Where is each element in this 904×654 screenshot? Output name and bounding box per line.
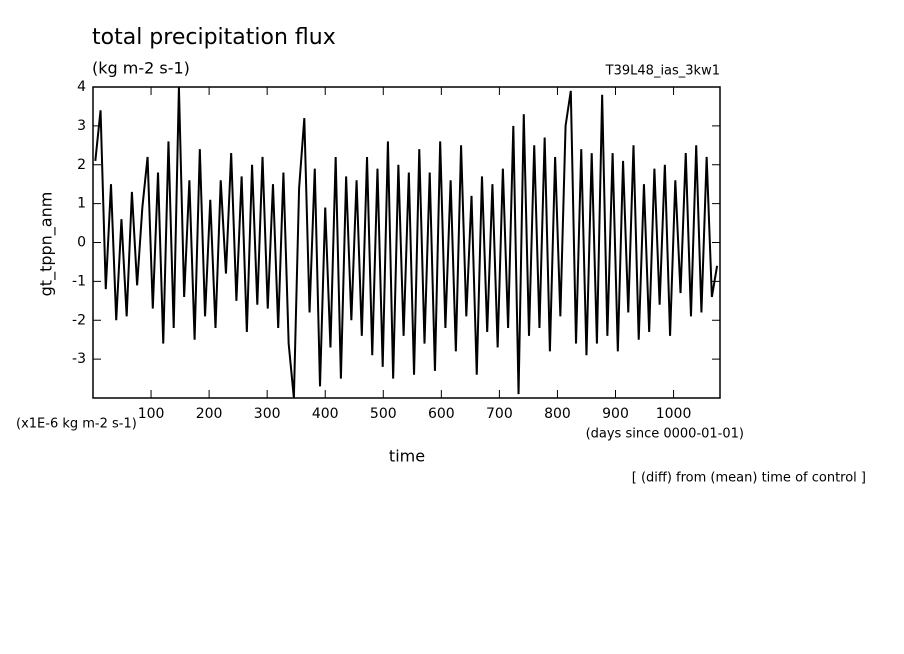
data-line xyxy=(94,86,719,399)
x-tick-label: 100 xyxy=(138,406,165,422)
run-label: T39L48_ias_3kw1 xyxy=(605,64,720,79)
x-tick-label: 500 xyxy=(370,406,397,422)
y-unit: (x1E-6 kg m-2 s-1) xyxy=(16,417,137,432)
x-tick-label: 200 xyxy=(196,406,223,422)
y-tick-label: -1 xyxy=(72,273,86,289)
y-tick-label: -2 xyxy=(72,312,86,328)
x-unit: (days since 0000-01-01) xyxy=(586,427,744,442)
x-tick-label: 900 xyxy=(602,406,629,422)
chart-title: total precipitation flux xyxy=(92,25,336,50)
y-tick-label: 0 xyxy=(77,235,86,251)
note: [ (diff) from (mean) time of control ] xyxy=(632,471,866,486)
x-tick-label: 700 xyxy=(486,406,513,422)
x-tick-label: 1000 xyxy=(656,406,692,422)
y-axis-label: gt_tppn_anm xyxy=(37,192,57,297)
x-tick-label: 600 xyxy=(428,406,455,422)
x-tick-label: 400 xyxy=(312,406,339,422)
y-tick-label: 3 xyxy=(77,118,86,134)
x-tick-label: 300 xyxy=(254,406,281,422)
x-axis-label: time xyxy=(389,447,425,466)
y-tick-label: 2 xyxy=(77,157,86,173)
y-tick-label: 1 xyxy=(77,196,86,212)
y-tick-label: -3 xyxy=(72,351,86,367)
y-tick-label: 4 xyxy=(77,79,86,95)
chart-subtitle: (kg m-2 s-1) xyxy=(92,59,190,78)
x-tick-label: 800 xyxy=(544,406,571,422)
